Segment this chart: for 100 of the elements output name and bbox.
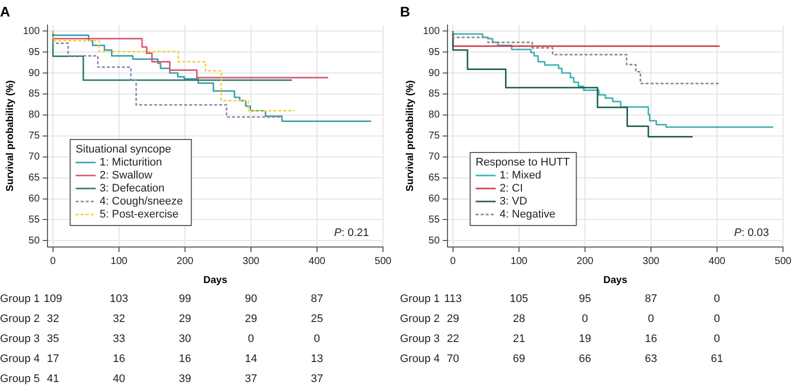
text: 0: [314, 333, 320, 345]
legend-label: 4: Cough/sneeze: [100, 196, 183, 208]
text: 28: [512, 313, 526, 325]
text: 16: [644, 333, 658, 345]
y-tick-label: 95: [28, 46, 40, 58]
text: 19: [578, 333, 592, 345]
y-axis-title: Survival probability (%): [4, 80, 16, 192]
legend-title: Situational syncope: [76, 144, 172, 156]
text: 0: [648, 313, 654, 325]
text: 21: [512, 333, 526, 345]
text: 40: [112, 373, 126, 385]
legend-label: 3: Defecation: [100, 182, 165, 195]
text: 35: [46, 333, 60, 345]
y-tick-label: 65: [428, 172, 440, 184]
text: 70: [446, 353, 460, 365]
text: Group 2: [400, 313, 440, 325]
text: 39: [178, 373, 192, 385]
text: Group 3: [400, 333, 440, 345]
text: 29: [244, 313, 258, 325]
x-tick-label: 400: [308, 256, 326, 267]
y-tick-label: 70: [28, 152, 40, 163]
text: Group 3: [0, 333, 40, 345]
chart-title: A: [0, 3, 10, 20]
text: Group 1: [0, 293, 40, 305]
y-tick-label: 80: [28, 110, 40, 121]
text: 113: [444, 293, 462, 305]
text: 95: [578, 293, 592, 305]
y-tick-label: 60: [28, 194, 40, 205]
y-tick-label: 55: [28, 214, 40, 226]
legend-label: 3: VD: [500, 196, 528, 208]
legend-label: 1: Mixed: [500, 170, 542, 182]
legend-label: 4: Negative: [500, 208, 556, 221]
x-axis-title: Days: [203, 274, 228, 286]
x-tick-label: 200: [576, 256, 594, 267]
legend-label: 1: Micturition: [100, 156, 162, 169]
text: Group 2: [0, 313, 40, 325]
text: Group 1: [400, 293, 440, 305]
text: 66: [578, 353, 592, 365]
y-tick-label: 100: [22, 26, 40, 37]
text: 29: [178, 313, 192, 325]
text: 41: [46, 373, 60, 385]
x-tick-label: 0: [50, 256, 56, 267]
text: 33: [112, 333, 126, 345]
x-tick-label: 300: [242, 256, 260, 267]
text: 16: [112, 353, 126, 365]
legend-title: Response to HUTT: [476, 156, 570, 169]
text: 29: [446, 313, 460, 325]
text: 0: [714, 293, 720, 305]
x-tick-label: 500: [774, 256, 792, 267]
legend-label: 5: Post-exercise: [100, 208, 179, 221]
y-tick-label: 80: [428, 110, 440, 121]
text: 99: [178, 293, 192, 305]
text: 14: [244, 353, 258, 365]
text: 32: [46, 313, 60, 325]
text: 0: [714, 313, 720, 325]
x-tick-label: 500: [374, 256, 392, 267]
y-tick-label: 65: [28, 172, 40, 184]
y-tick-label: 55: [428, 214, 440, 226]
text: 69: [512, 353, 526, 365]
y-tick-label: 95: [428, 46, 440, 58]
text: 32: [112, 313, 126, 325]
text: Group 4: [400, 353, 440, 365]
x-tick-label: 400: [708, 256, 726, 267]
text: 87: [310, 293, 324, 305]
text: 103: [110, 293, 128, 305]
text: 87: [644, 293, 658, 305]
text: 13: [310, 353, 324, 365]
text: 22: [446, 333, 460, 345]
x-tick-label: 300: [642, 256, 660, 267]
y-tick-label: 70: [428, 152, 440, 163]
text: 0: [582, 313, 588, 325]
legend-label: 2: Swallow: [100, 170, 152, 182]
text: 16: [178, 353, 192, 365]
legend-label: 2: CI: [500, 182, 523, 195]
y-tick-label: 85: [28, 88, 40, 100]
y-tick-label: 50: [428, 235, 440, 246]
text: 37: [310, 373, 324, 385]
y-tick-label: 75: [428, 130, 440, 142]
y-tick-label: 90: [428, 68, 440, 79]
chart-title: B: [400, 3, 410, 20]
text: Group 5: [0, 373, 40, 385]
text: Group 4: [0, 353, 40, 365]
x-tick-label: 100: [110, 256, 128, 267]
y-tick-label: 90: [28, 68, 40, 79]
annotation: P: 0.03: [734, 227, 770, 240]
text: 0: [248, 333, 254, 345]
x-tick-label: 0: [450, 256, 456, 267]
y-tick-label: 75: [28, 130, 40, 142]
y-axis-title: Survival probability (%): [404, 80, 416, 192]
y-tick-label: 50: [28, 235, 40, 246]
text: 90: [244, 293, 258, 305]
x-tick-label: 100: [510, 256, 528, 267]
text: 25: [310, 313, 324, 325]
x-axis-title: Days: [603, 274, 628, 286]
text: 63: [644, 353, 658, 365]
y-tick-label: 100: [422, 26, 440, 37]
text: 109: [44, 293, 62, 305]
text: 105: [510, 293, 528, 305]
text: 0: [714, 333, 720, 345]
text: 61: [710, 353, 724, 365]
